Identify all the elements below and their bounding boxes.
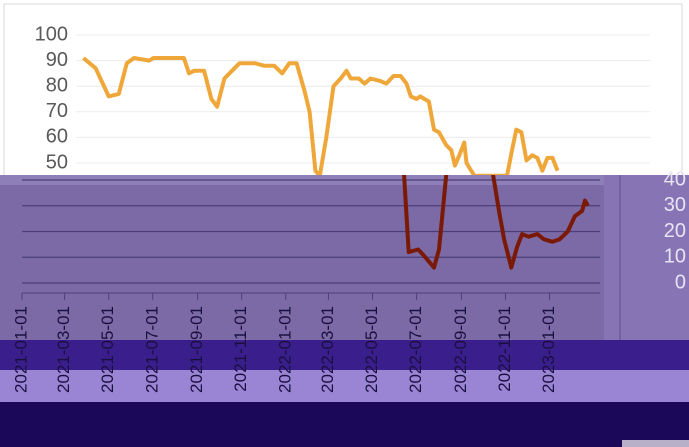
glitch-band: [0, 402, 689, 447]
y2-tick-label: 10: [664, 246, 686, 268]
y-tick-label: 90: [46, 49, 68, 71]
glitch-band: [0, 340, 689, 370]
x-tick-label: 2021-05-01: [98, 306, 117, 393]
y2-tick-label: 30: [664, 194, 686, 216]
x-tick-label: 2022-09-01: [451, 306, 470, 393]
x-tick-label: 2022-01-01: [275, 306, 294, 393]
series-line: [82, 56, 560, 175]
x-tick-label: 2023-01-01: [539, 306, 558, 393]
y-tick-label: 60: [46, 126, 68, 148]
y-tick-label: 50: [46, 151, 68, 173]
x-tick-label: 2021-07-01: [142, 306, 161, 393]
x-tick-label: 2022-07-01: [406, 306, 425, 393]
glitch-band: [604, 175, 689, 340]
glitch-band: [0, 370, 689, 402]
y-tick-label: 80: [46, 74, 68, 96]
y2-tick-label: 0: [675, 271, 686, 293]
x-tick-label: 2022-03-01: [318, 306, 337, 393]
x-tick-label: 2021-03-01: [54, 306, 73, 393]
series-line: [402, 175, 590, 270]
x-tick-label: 2021-09-01: [187, 306, 206, 393]
x-tick-label: 2021-01-01: [11, 306, 30, 393]
glitch-band: [622, 440, 689, 447]
x-tick-label: 2022-11-01: [495, 306, 514, 392]
y-tick-label: 70: [46, 100, 68, 122]
y-tick-label: 100: [35, 23, 68, 45]
x-tick-label: 2021-11-01: [231, 306, 250, 392]
y2-tick-label: 40: [664, 168, 686, 190]
x-tick-label: 2022-05-01: [362, 306, 381, 393]
y2-tick-label: 20: [664, 220, 686, 242]
bottom-layer: 0 10 20 30 40 2021-01-01 2021-03-01 2021-05-01 2…: [11, 168, 686, 393]
